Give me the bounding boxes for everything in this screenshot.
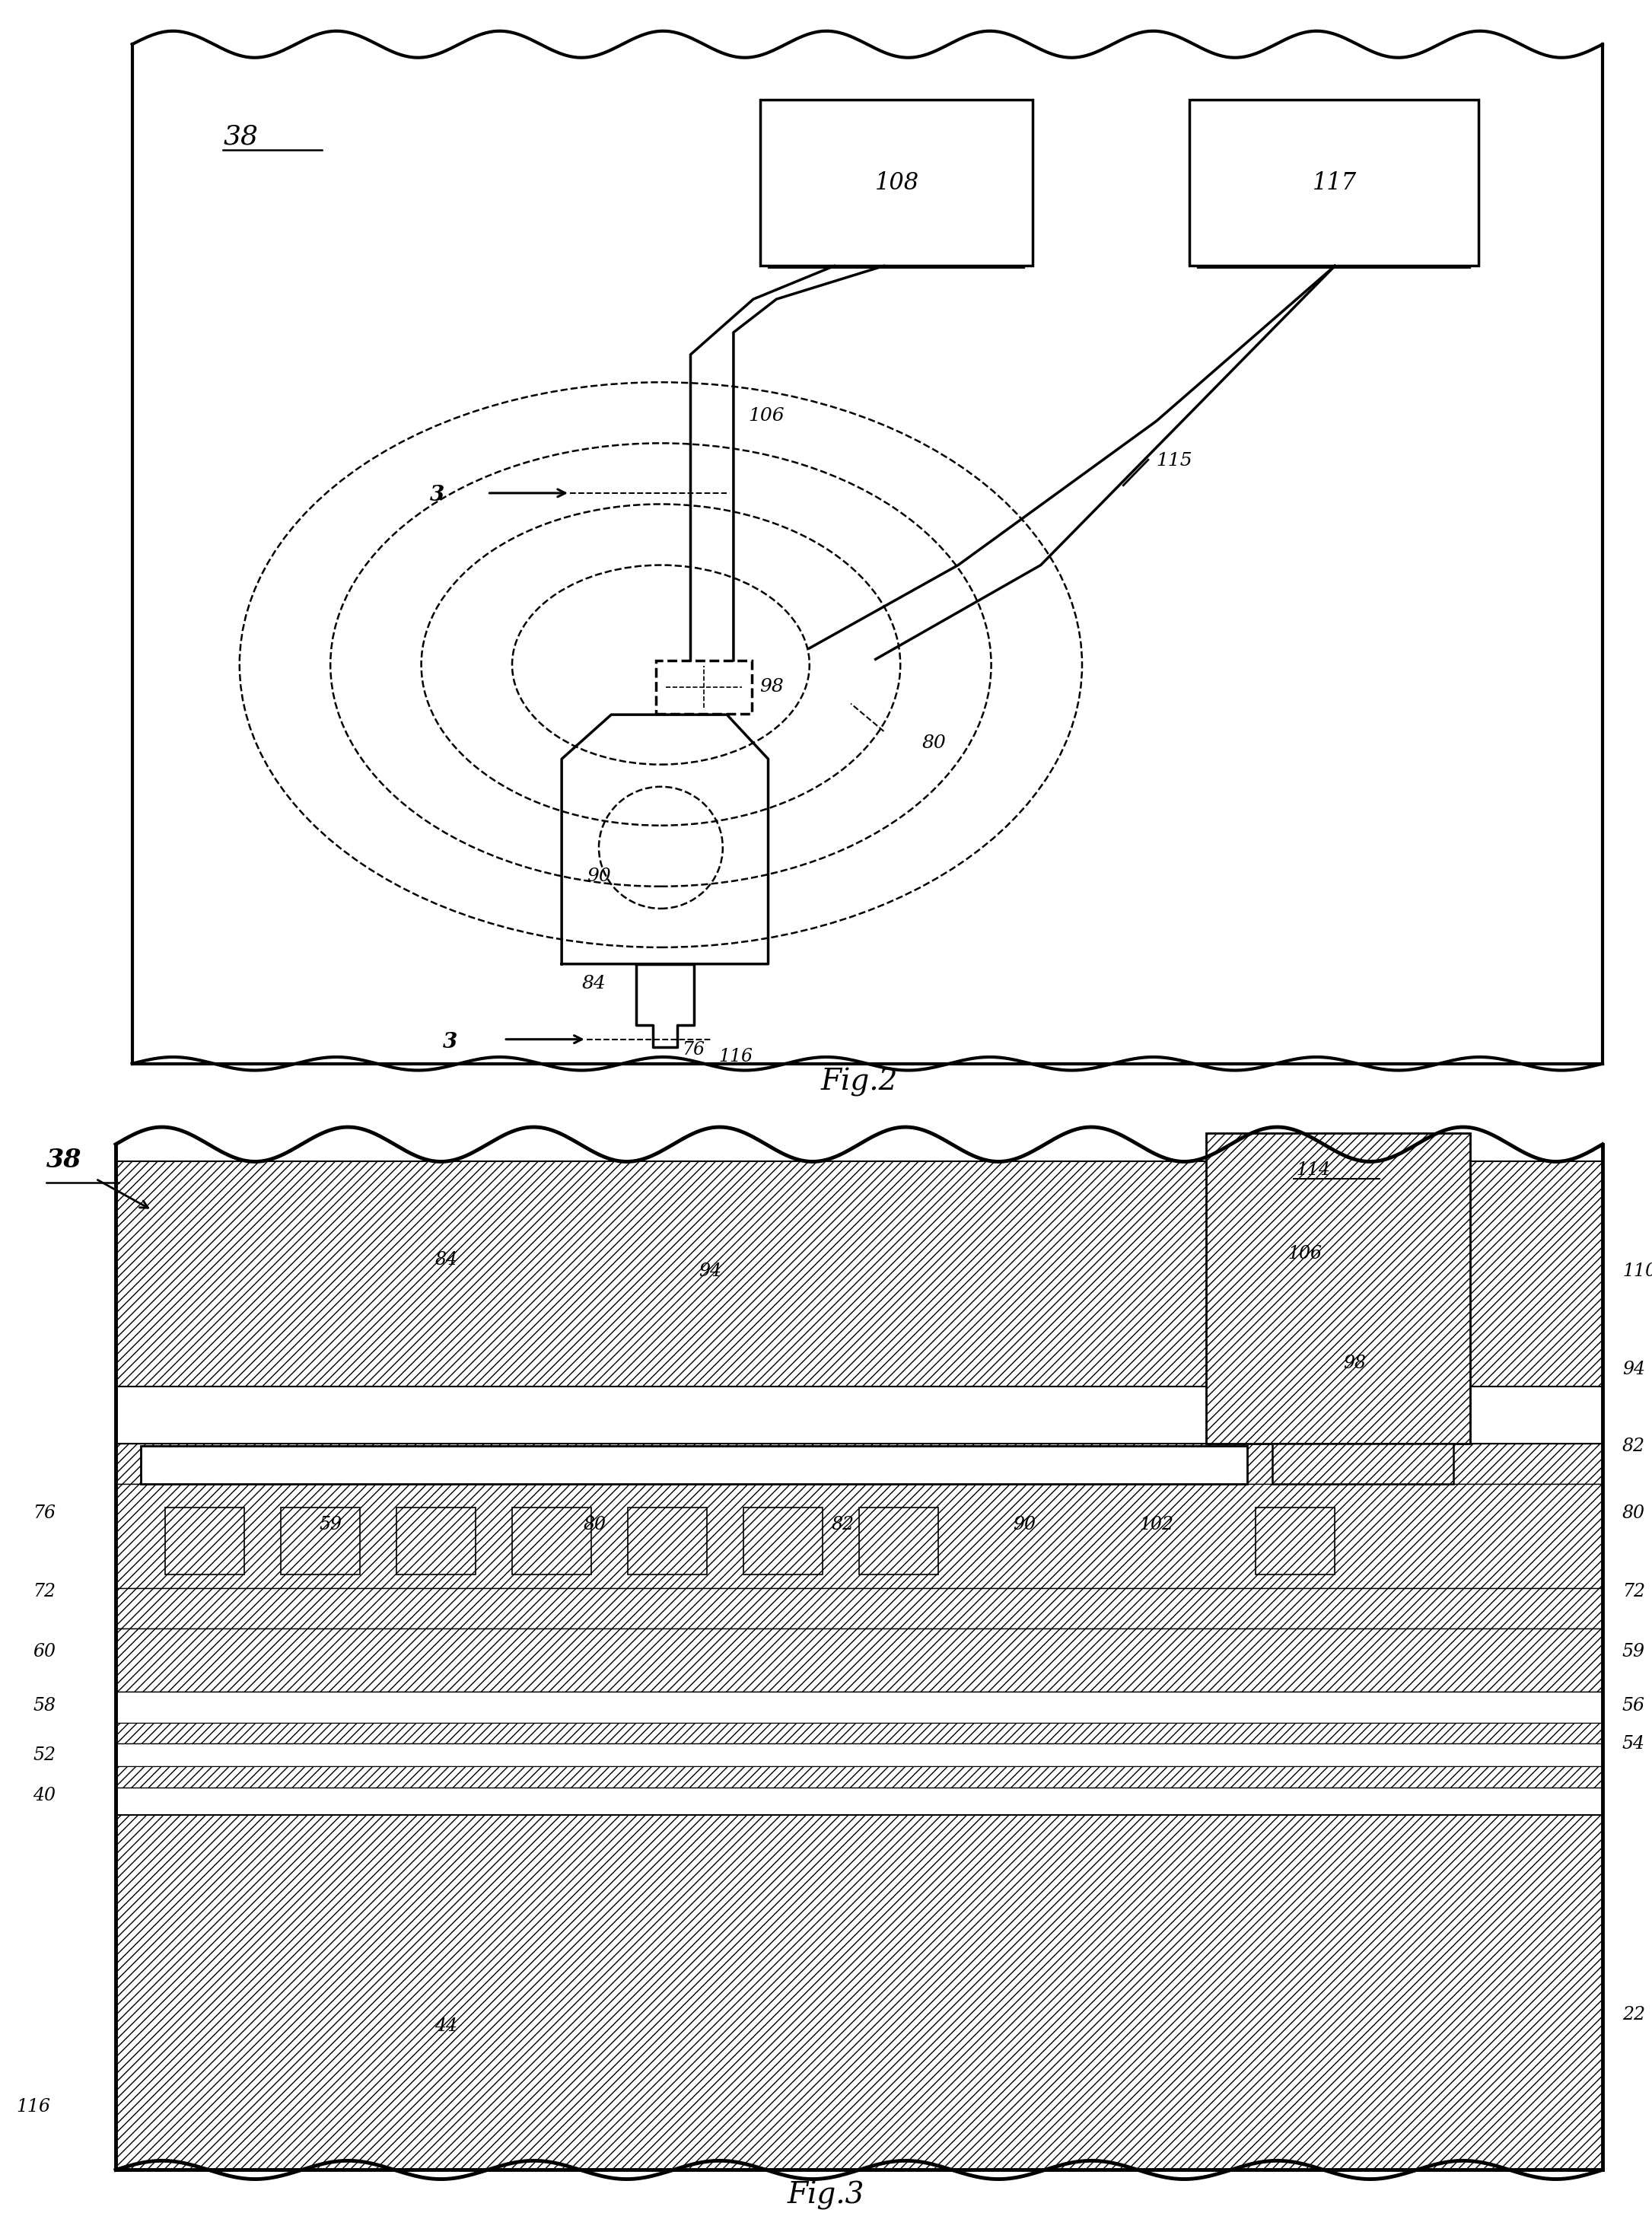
Text: 44: 44 [434,2017,458,2034]
Bar [116,1629,1602,1691]
Text: 116: 116 [17,2099,51,2116]
Bar [116,1485,1602,1589]
Text: 76: 76 [33,1505,56,1522]
Text: 38: 38 [223,124,258,148]
Text: 84: 84 [582,975,606,993]
Bar [512,1507,591,1573]
Text: Fig.3: Fig.3 [788,2181,864,2209]
Bar [116,1161,1602,1387]
Bar [116,1589,1602,1629]
Bar [116,1722,1602,1744]
Text: 82: 82 [831,1516,854,1533]
Text: 90: 90 [586,866,611,884]
Bar [116,1691,1602,1722]
Text: 72: 72 [1622,1582,1645,1600]
Text: 59: 59 [319,1516,342,1533]
Text: 80: 80 [1622,1505,1645,1522]
Bar [165,1507,244,1573]
Bar [628,1507,707,1573]
Text: 40: 40 [33,1786,56,1804]
Bar [116,1788,1602,1815]
Bar [116,1445,1602,1485]
Text: 84: 84 [434,1250,458,1268]
Text: 117: 117 [1313,171,1356,195]
Text: 106: 106 [1289,1245,1322,1263]
Bar [116,1766,1602,1788]
Text: 60: 60 [33,1642,56,1660]
Text: 102: 102 [1140,1516,1173,1533]
Text: 108: 108 [876,171,919,195]
Text: 94: 94 [1622,1361,1645,1378]
Text: 54: 54 [1622,1735,1645,1753]
Bar [760,100,1032,266]
Text: 80: 80 [922,733,947,751]
Text: 82: 82 [1622,1438,1645,1456]
Text: 52: 52 [33,1746,56,1764]
Text: 98: 98 [760,678,785,696]
Text: 115: 115 [1156,452,1193,470]
Text: 90: 90 [1013,1516,1036,1533]
Text: 110: 110 [1622,1263,1652,1281]
Text: 76: 76 [682,1042,705,1059]
Bar [1189,100,1479,266]
Bar [116,1744,1602,1766]
Text: 59: 59 [1622,1642,1645,1660]
Text: Fig.2: Fig.2 [821,1068,897,1097]
Text: 56: 56 [1622,1697,1645,1715]
Bar [1206,1132,1470,1445]
Text: 98: 98 [1343,1354,1366,1372]
Bar [116,1387,1602,1445]
Bar [281,1507,360,1573]
Text: 3: 3 [430,485,444,505]
Text: 116: 116 [719,1048,753,1066]
Bar [1256,1507,1335,1573]
Text: 106: 106 [748,408,785,425]
Text: 80: 80 [583,1516,606,1533]
Bar [656,660,752,714]
Bar [1272,1445,1454,1485]
Text: 3: 3 [443,1033,458,1053]
Bar [140,1447,1247,1485]
Bar [396,1507,476,1573]
Bar [743,1507,823,1573]
Text: 58: 58 [33,1697,56,1715]
Text: 38: 38 [46,1148,81,1172]
Text: 72: 72 [33,1582,56,1600]
Text: 114: 114 [1297,1161,1330,1179]
Bar [859,1507,938,1573]
Text: 22: 22 [1622,2005,1645,2023]
Bar [116,1815,1602,2169]
Text: 94: 94 [699,1263,722,1281]
